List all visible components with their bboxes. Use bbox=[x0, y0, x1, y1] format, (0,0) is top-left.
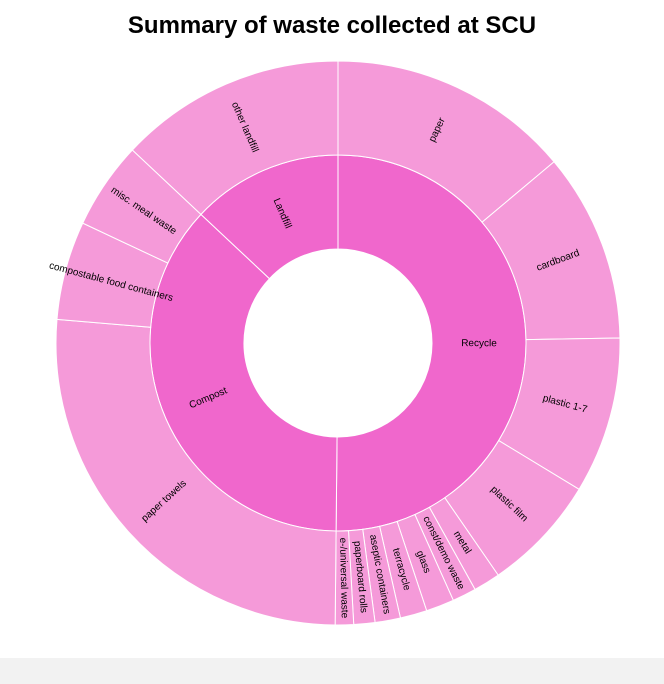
sunburst-arcs bbox=[55, 60, 621, 626]
chart-title: Summary of waste collected at SCU bbox=[127, 12, 537, 39]
outer-arc-other-landfill bbox=[131, 60, 339, 216]
outer-arc-paper-towels bbox=[55, 318, 337, 626]
outer-label-e-universal-waste: e-/universal waste bbox=[337, 538, 350, 619]
bottom-bar bbox=[0, 658, 664, 684]
inner-label-recycle: Recycle bbox=[461, 338, 497, 349]
center-hole bbox=[244, 249, 432, 437]
